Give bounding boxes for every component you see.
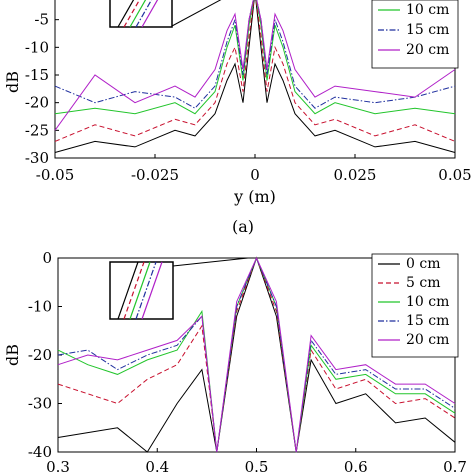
panel-b-ylabel: dB (3, 344, 22, 366)
x-tick-label: 0 (250, 166, 260, 184)
legend-box (371, 0, 459, 69)
panel-a-legend: 10 cm 15 cm 20 cm (371, 0, 459, 69)
x-tick-label: 0.4 (145, 458, 169, 474)
y-tick-label: -20 (28, 346, 52, 364)
inset-series-line (141, 261, 163, 320)
y-tick-label: -30 (28, 395, 52, 413)
series-line (54, 0, 456, 109)
x-tick-label: 0.6 (344, 458, 368, 474)
series-line (57, 256, 456, 453)
panel-a-chart: -0.05 -0.025 0 0.025 0.05 -5 -10 -15 -20 -25 -30 d… (3, 0, 472, 236)
x-tick-label: 0.05 (438, 166, 471, 184)
inset-series-line (129, 261, 151, 320)
y-tick-label: -30 (25, 149, 49, 167)
x-tick-label: 0.5 (245, 458, 269, 474)
x-tick-label: 0.025 (334, 166, 377, 184)
inset-series-line (117, 0, 135, 28)
x-tick-label: 0.3 (46, 458, 70, 474)
y-tick-label: -10 (25, 38, 49, 56)
panel-b-inset-lines (117, 261, 163, 320)
y-tick-label: -25 (25, 121, 49, 139)
panel-a-xlabel: y (m) (233, 187, 276, 206)
inset-series-line (135, 261, 157, 320)
y-tick-label: -10 (28, 298, 52, 316)
legend-label: 15 cm (406, 313, 449, 329)
inset-series-line (123, 261, 145, 320)
series-line (57, 256, 456, 453)
panel-b-chart: 0.3 0.4 0.5 0.6 0.7 0 -10 -20 -30 -40 dB 0 cm 5 cm… (3, 249, 467, 474)
panel-b-legend: 0 cm 5 cm 10 cm 15 cm 20 cm (371, 253, 459, 358)
x-tick-label: 0.7 (443, 458, 467, 474)
panel-a-series-lines (54, 0, 456, 153)
legend-label: 10 cm (406, 294, 449, 310)
inset-series-line (117, 261, 139, 320)
panel-b-series-lines (57, 256, 456, 453)
legend-label: 20 cm (406, 332, 449, 348)
series-line (54, 0, 456, 131)
panel-a-ylabel: dB (3, 71, 22, 93)
panel-a-inset-pointer (171, 0, 222, 27)
panel-a-inset-lines (117, 0, 159, 28)
panel-b-ticks: 0.3 0.4 0.5 0.6 0.7 0 -10 -20 -30 -40 (28, 249, 467, 474)
inset-series-line (123, 0, 141, 28)
y-tick-label: -20 (25, 94, 49, 112)
legend-label: 0 cm (406, 256, 440, 272)
panel-a-ticks: -0.05 -0.025 0 0.025 0.05 -5 -10 -15 -20 -25 -30 (25, 11, 472, 184)
series-line (54, 0, 456, 115)
legend-label: 15 cm (406, 22, 449, 38)
legend-label: 10 cm (406, 2, 449, 18)
inset-series-line (135, 0, 153, 28)
y-tick-label: -15 (25, 66, 49, 84)
y-tick-label: -40 (28, 443, 52, 461)
inset-series-line (129, 0, 147, 28)
x-tick-label: -0.05 (36, 166, 74, 184)
y-tick-label: -5 (34, 11, 49, 29)
series-line (54, 0, 456, 153)
legend-label: 20 cm (406, 42, 449, 58)
panel-a-caption: (a) (232, 217, 254, 236)
x-tick-label: -0.025 (131, 166, 179, 184)
panel-a-inset-box (109, 0, 173, 28)
panel-b-inset-box (109, 261, 174, 320)
inset-series-line (141, 0, 159, 28)
legend-label: 5 cm (406, 275, 440, 291)
y-tick-label: 0 (42, 249, 52, 267)
panel-b-inset-pointer (172, 257, 249, 267)
